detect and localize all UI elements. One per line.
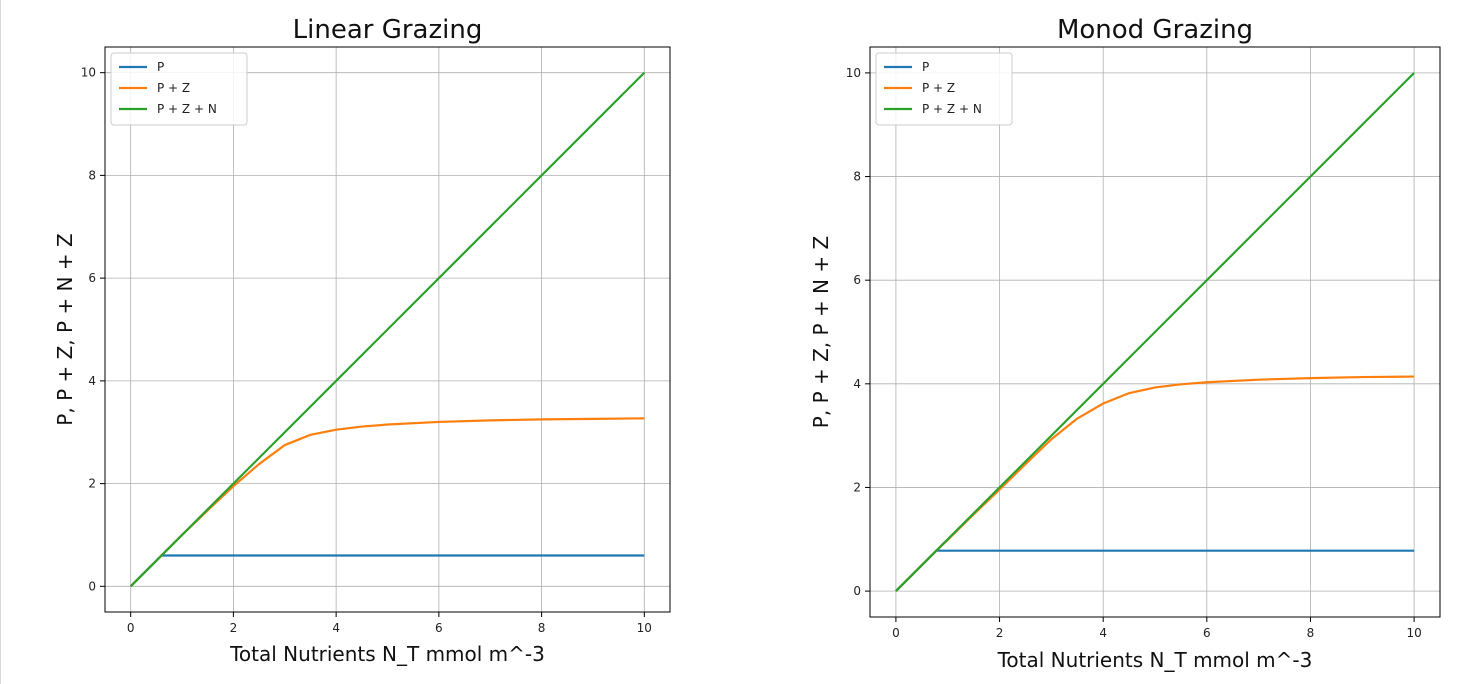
series-line-1 xyxy=(129,554,645,588)
y-tick-label: 8 xyxy=(853,170,861,184)
y-tick-label: 6 xyxy=(853,273,861,287)
plot-frame xyxy=(869,46,1441,618)
y-tick-label: 10 xyxy=(846,66,861,80)
series-line-3 xyxy=(129,71,646,588)
x-axis-label: Total Nutrients N_T mmol m^-3 xyxy=(229,642,545,666)
x-tick-label: 10 xyxy=(1406,626,1421,640)
x-tick-label: 6 xyxy=(1203,626,1211,640)
series-line-3 xyxy=(895,72,1415,592)
x-tick-label: 2 xyxy=(996,626,1004,640)
y-axis-label: P, P + Z, P + N + Z xyxy=(53,233,77,425)
legend: P P + Z P + Z + N xyxy=(110,52,248,126)
x-tick-label: 0 xyxy=(127,621,135,635)
y-tick-label: 10 xyxy=(81,66,96,80)
x-tick-label: 8 xyxy=(1307,626,1315,640)
y-tick-label: 8 xyxy=(88,168,96,182)
legend-label: P + Z xyxy=(157,81,190,95)
x-tick-label: 8 xyxy=(538,621,546,635)
y-tick-label: 6 xyxy=(88,271,96,285)
y-tick-label: 0 xyxy=(88,579,96,593)
left-edge-line xyxy=(0,0,1,684)
legend-label: P + Z xyxy=(922,81,955,95)
legend-box xyxy=(875,52,1013,126)
x-tick-label: 4 xyxy=(1099,626,1107,640)
legend: P P + Z P + Z + N xyxy=(875,52,1013,126)
legend-label: P + Z + N xyxy=(922,102,982,116)
chart-title: Linear Grazing xyxy=(293,15,483,45)
series-line-2 xyxy=(895,375,1415,592)
legend-label: P xyxy=(157,60,164,74)
x-tick-label: 6 xyxy=(435,621,443,635)
legend-label: P + Z + N xyxy=(157,102,217,116)
y-tick-label: 2 xyxy=(88,477,96,491)
plot-frame xyxy=(104,46,671,613)
legend-label: P xyxy=(922,60,929,74)
x-tick-label: 0 xyxy=(892,626,900,640)
legend-box xyxy=(110,52,248,126)
series-line-1 xyxy=(895,549,1415,592)
chart-panel-1: 0 2 4 6 8 10 0 2 4 6 8 10 Linear Grazing Total Nutrie… xyxy=(53,15,671,666)
chart-title: Monod Grazing xyxy=(1057,15,1253,45)
x-tick-label: 2 xyxy=(230,621,238,635)
x-tick-label: 4 xyxy=(332,621,340,635)
chart-panel-2: 0 2 4 6 8 10 0 2 4 6 8 10 Monod Grazing Total Nutrien… xyxy=(809,15,1441,672)
x-tick-label: 10 xyxy=(637,621,652,635)
series-line-2 xyxy=(129,417,645,588)
y-tick-label: 0 xyxy=(853,584,861,598)
y-tick-label: 4 xyxy=(853,377,861,391)
y-axis-label: P, P + Z, P + N + Z xyxy=(809,236,833,428)
y-tick-label: 2 xyxy=(853,480,861,494)
y-tick-label: 4 xyxy=(88,374,96,388)
x-axis-label: Total Nutrients N_T mmol m^-3 xyxy=(997,648,1313,672)
